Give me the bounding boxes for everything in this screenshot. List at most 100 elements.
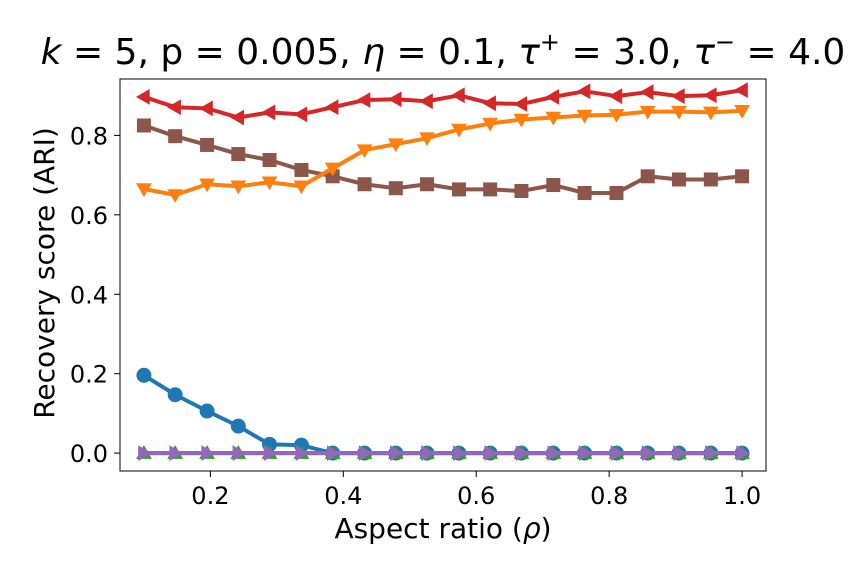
y-tick-label: 0.6 (70, 202, 108, 230)
data-point (136, 367, 152, 383)
data-point (453, 445, 467, 461)
data-point (608, 108, 625, 123)
data-point (199, 403, 215, 419)
series-layer (135, 82, 751, 461)
y-axis-label: Recovery score (ARI) (28, 127, 61, 419)
data-point (169, 445, 184, 461)
data-point (263, 445, 278, 461)
y-tick-label: 0.2 (70, 361, 108, 389)
data-point (641, 445, 656, 461)
x-tick-label: 0.8 (590, 482, 628, 510)
data-point (357, 177, 372, 192)
data-point (482, 95, 496, 112)
data-point (609, 185, 624, 200)
data-point (640, 169, 655, 184)
y-tick-label: 0.8 (70, 122, 108, 150)
data-point (261, 176, 278, 191)
data-point (639, 105, 656, 120)
data-point (419, 132, 435, 147)
x-tick-label: 0.2 (191, 482, 229, 510)
x-tick-label: 1.0 (723, 482, 761, 510)
chart-title: k = 5, p = 0.005, η = 0.1, τ+ = 3.0, τ− … (41, 28, 846, 73)
data-point (387, 91, 402, 108)
data-point (671, 172, 686, 187)
data-point (295, 445, 310, 461)
data-point (546, 178, 561, 193)
data-point (231, 147, 246, 162)
data-point (639, 84, 654, 100)
data-point (138, 445, 152, 461)
data-point (167, 189, 184, 203)
series-purple-triangle-right (138, 445, 751, 461)
axis-ticks: 0.2 0.4 0.6 0.8 1.0 0.0 0.2 0.4 0.6 0.8 (70, 122, 761, 510)
data-point (167, 387, 183, 403)
data-point (390, 445, 404, 461)
x-axis-label: Aspect ratio (ρ) (334, 512, 551, 545)
data-point (230, 109, 245, 126)
data-point (261, 104, 276, 121)
data-point (735, 169, 750, 184)
data-point (421, 445, 436, 461)
data-point (705, 445, 719, 461)
plot-frame (119, 78, 767, 472)
y-tick-label: 0.0 (70, 440, 108, 468)
data-point (576, 109, 593, 124)
data-point (419, 93, 433, 110)
data-point (671, 105, 687, 120)
data-point (576, 83, 591, 100)
series-orange-triangle-down (136, 105, 750, 203)
data-point (135, 89, 150, 105)
data-point (388, 181, 403, 196)
data-point (201, 445, 216, 461)
data-point (482, 117, 499, 132)
data-point (702, 87, 717, 104)
data-point (736, 445, 751, 461)
data-point (324, 162, 341, 177)
data-point (199, 100, 213, 117)
data-point (547, 445, 562, 461)
data-point (136, 118, 151, 133)
series-line (143, 108, 743, 197)
data-point (608, 88, 623, 104)
data-point (230, 180, 247, 195)
data-point (450, 87, 465, 104)
data-point (387, 138, 404, 153)
data-point (167, 99, 181, 116)
data-point (293, 180, 310, 195)
data-point (484, 445, 499, 461)
data-point (670, 88, 685, 104)
data-point (168, 129, 183, 144)
series-red-triangle-left (135, 82, 748, 126)
data-point (734, 82, 748, 98)
data-point (513, 96, 528, 112)
data-point (324, 99, 339, 116)
data-point (451, 123, 467, 138)
data-point (200, 137, 215, 152)
data-point (483, 182, 498, 197)
data-point (610, 445, 625, 461)
data-point (199, 178, 215, 193)
data-point (420, 177, 435, 192)
data-point (545, 111, 562, 126)
data-point (358, 445, 373, 461)
data-point (578, 445, 593, 461)
data-point (702, 106, 719, 121)
series-brown-square (136, 118, 750, 200)
x-tick-label: 0.4 (324, 482, 362, 510)
data-point (326, 445, 341, 461)
data-point (515, 445, 530, 461)
data-point (136, 183, 152, 198)
data-point (513, 113, 530, 128)
data-point (356, 92, 371, 108)
data-point (262, 153, 277, 168)
data-point (451, 182, 466, 197)
data-point (577, 185, 592, 200)
data-point (514, 184, 529, 198)
data-point (545, 89, 560, 105)
data-point (294, 162, 309, 177)
data-point (673, 445, 687, 461)
x-tick-label: 0.6 (457, 482, 495, 510)
data-point (232, 445, 247, 461)
data-point (293, 106, 308, 123)
